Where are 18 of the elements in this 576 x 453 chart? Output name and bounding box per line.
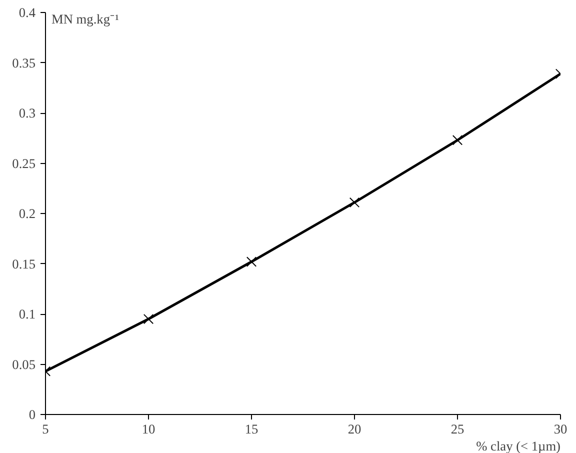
point: [349, 197, 360, 208]
point: [246, 256, 257, 267]
y-tick-label: 0.05: [12, 356, 36, 372]
y-tick-label: 0: [28, 407, 36, 422]
x-tick-label: 5: [42, 422, 50, 436]
y-tick-label: 0.35: [12, 55, 36, 70]
x-tick-label: 10: [142, 422, 156, 436]
y-tick-label: 0.2: [18, 206, 36, 221]
y-tick-label: 0.25: [12, 156, 36, 171]
y-axis-title: MN mg.kg⁻¹: [52, 12, 119, 26]
x-tick-label: 30: [554, 422, 568, 436]
x-tick-label: 25: [450, 422, 464, 436]
y-tick-label: 0.4: [18, 5, 36, 20]
x-tick-label: 15: [244, 422, 258, 436]
y-tick-label: 0.15: [12, 256, 36, 272]
x-tick-label: 20: [348, 422, 362, 436]
y-tick-label: 0.1: [18, 306, 36, 322]
y-tick-label: 0.3: [18, 106, 36, 120]
